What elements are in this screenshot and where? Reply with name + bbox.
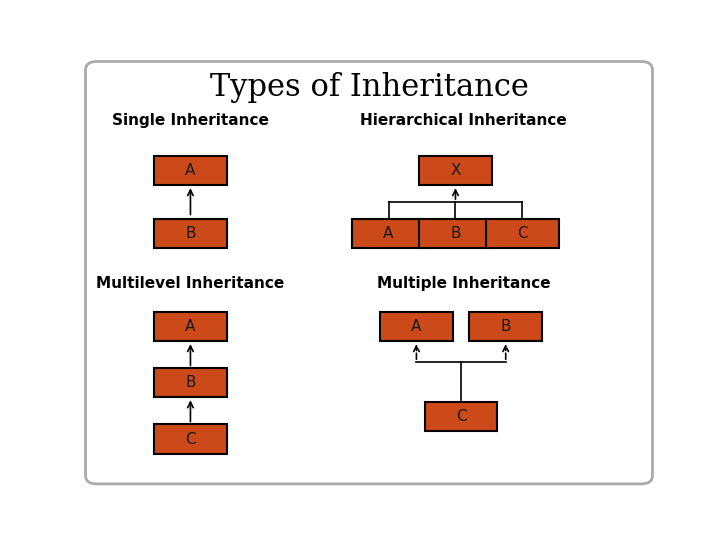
Text: C: C <box>185 431 196 447</box>
FancyBboxPatch shape <box>419 219 492 248</box>
FancyBboxPatch shape <box>469 312 542 341</box>
Text: Hierarchical Inheritance: Hierarchical Inheritance <box>361 113 567 129</box>
Text: B: B <box>450 226 461 241</box>
FancyBboxPatch shape <box>380 312 453 341</box>
Text: Multilevel Inheritance: Multilevel Inheritance <box>96 275 284 291</box>
Text: A: A <box>185 319 196 334</box>
FancyBboxPatch shape <box>154 156 227 185</box>
FancyBboxPatch shape <box>352 219 425 248</box>
Text: A: A <box>411 319 422 334</box>
FancyBboxPatch shape <box>486 219 559 248</box>
Text: B: B <box>185 375 196 390</box>
Text: A: A <box>383 226 394 241</box>
FancyBboxPatch shape <box>419 156 492 185</box>
Text: B: B <box>500 319 511 334</box>
FancyBboxPatch shape <box>154 368 227 397</box>
Text: Single Inheritance: Single Inheritance <box>112 113 269 129</box>
Text: C: C <box>517 226 528 241</box>
Text: C: C <box>456 409 467 424</box>
FancyBboxPatch shape <box>154 219 227 248</box>
FancyBboxPatch shape <box>154 312 227 341</box>
Text: X: X <box>450 163 461 178</box>
FancyBboxPatch shape <box>154 424 227 454</box>
Text: B: B <box>185 226 196 241</box>
Text: Types of Inheritance: Types of Inheritance <box>210 72 528 103</box>
Text: Multiple Inheritance: Multiple Inheritance <box>377 275 551 291</box>
FancyBboxPatch shape <box>425 402 498 431</box>
Text: A: A <box>185 163 196 178</box>
